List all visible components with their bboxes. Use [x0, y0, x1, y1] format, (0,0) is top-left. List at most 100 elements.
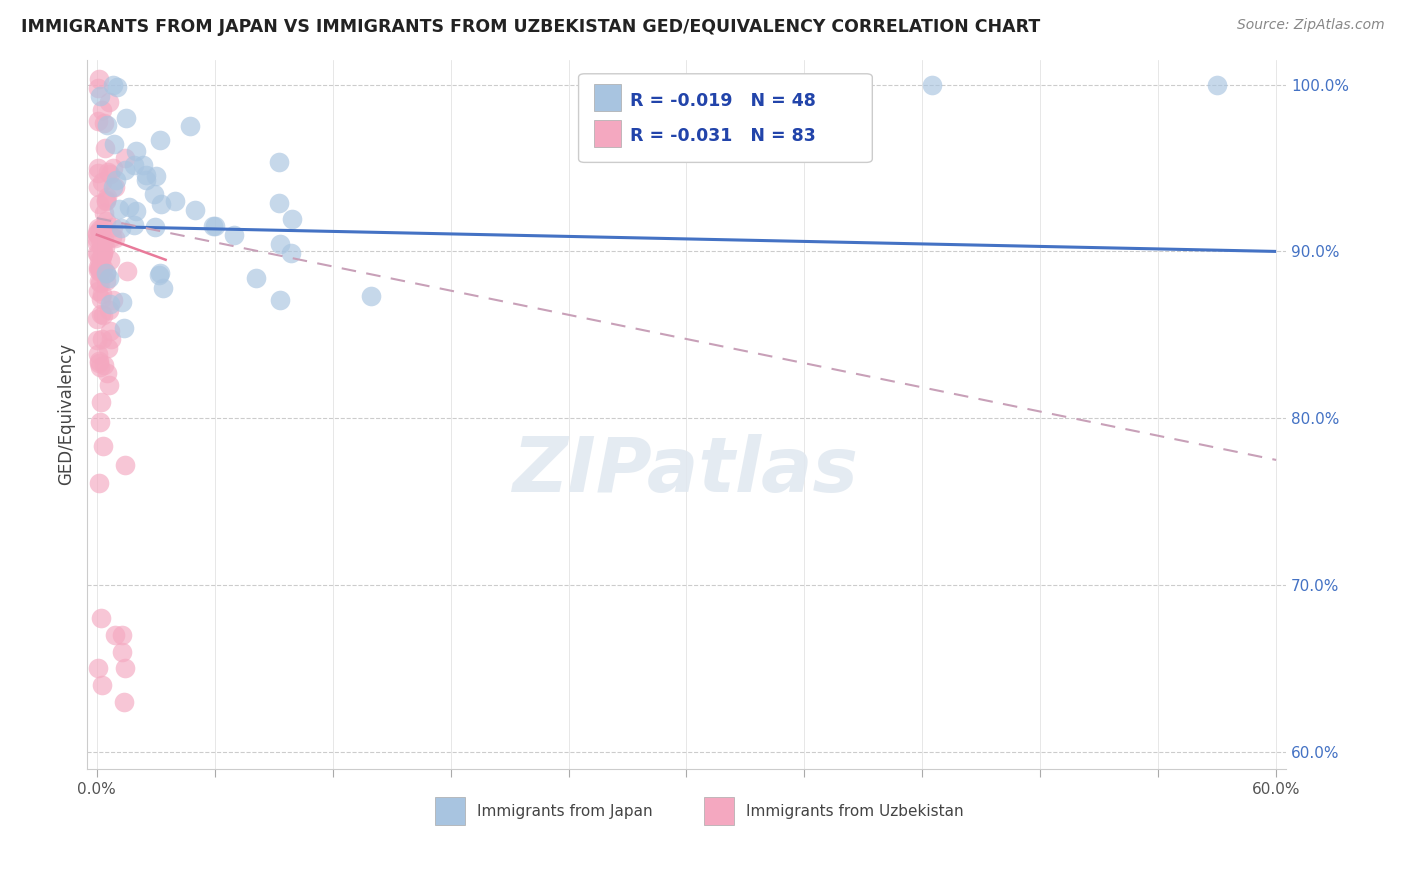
Point [87, 179, 110, 194]
Point [89, 222, 111, 236]
Point [114, 661, 136, 675]
Point [87, 285, 110, 299]
Point [93, 116, 115, 130]
Point [145, 220, 167, 235]
Point [97, 341, 120, 355]
Point [94, 240, 117, 254]
Point [96, 214, 118, 228]
Point [89, 360, 111, 375]
Point [281, 211, 304, 226]
Point [115, 111, 138, 125]
Point [87, 221, 110, 235]
Point [89, 276, 111, 290]
Point [94, 194, 117, 208]
Point [1206, 78, 1229, 92]
Point [89, 88, 111, 103]
Point [184, 202, 207, 217]
Bar [595, 85, 620, 112]
Point [91, 103, 114, 118]
Bar [434, 797, 464, 825]
Point [89, 260, 111, 275]
Point [89, 72, 111, 87]
Text: R = -0.019   N = 48: R = -0.019 N = 48 [630, 92, 815, 110]
Point [101, 230, 124, 244]
Point [111, 628, 134, 642]
Point [87, 113, 110, 128]
Text: R = -0.031   N = 83: R = -0.031 N = 83 [630, 127, 815, 145]
Point [149, 133, 172, 147]
Point [111, 295, 134, 310]
Point [87, 354, 110, 368]
Point [145, 169, 167, 184]
Point [91, 308, 114, 322]
Point [269, 236, 291, 251]
Point [93, 205, 115, 219]
Point [104, 230, 127, 244]
Text: Source: ZipAtlas.com: Source: ZipAtlas.com [1237, 18, 1385, 32]
Point [86, 161, 108, 175]
Point [107, 80, 129, 95]
Point [87, 253, 110, 268]
FancyBboxPatch shape [578, 74, 872, 162]
Point [152, 281, 174, 295]
Point [96, 190, 118, 204]
Point [100, 333, 122, 347]
Point [267, 155, 290, 169]
Y-axis label: GED/Equivalency: GED/Equivalency [58, 343, 75, 485]
Point [89, 475, 111, 490]
Point [91, 439, 114, 453]
Point [86, 246, 108, 260]
Point [118, 200, 141, 214]
Point [89, 225, 111, 239]
Point [114, 458, 136, 472]
Point [89, 274, 111, 288]
Point [101, 78, 124, 92]
Point [89, 265, 111, 279]
Point [125, 145, 148, 159]
Point [90, 286, 112, 301]
Point [98, 252, 121, 267]
Point [90, 253, 112, 268]
Point [103, 179, 125, 194]
Point [90, 249, 112, 263]
Point [142, 187, 165, 202]
Point [132, 158, 155, 172]
Point [90, 293, 112, 307]
Bar [595, 120, 620, 147]
Point [98, 324, 121, 338]
Point [91, 248, 114, 262]
Point [108, 202, 131, 216]
Point [114, 162, 136, 177]
Point [149, 266, 172, 280]
Point [87, 247, 110, 261]
Point [135, 173, 157, 187]
Point [104, 173, 127, 187]
Point [89, 356, 111, 370]
Point [921, 78, 943, 92]
Point [122, 158, 145, 172]
Point [98, 271, 121, 285]
Point [90, 239, 112, 253]
Point [89, 415, 111, 429]
Point [91, 244, 114, 259]
Point [86, 311, 108, 326]
Point [112, 321, 135, 335]
Point [96, 366, 118, 380]
Point [87, 166, 110, 180]
Bar [704, 797, 734, 825]
Point [122, 219, 145, 233]
Point [112, 695, 135, 709]
Point [104, 180, 127, 194]
Point [202, 219, 225, 234]
Point [98, 302, 121, 317]
Point [91, 245, 114, 260]
Point [110, 645, 132, 659]
Point [91, 332, 114, 346]
Point [86, 263, 108, 277]
Point [86, 236, 108, 251]
Point [90, 611, 112, 625]
Point [224, 227, 246, 242]
Point [98, 95, 121, 109]
Point [103, 136, 125, 151]
Point [179, 119, 201, 133]
